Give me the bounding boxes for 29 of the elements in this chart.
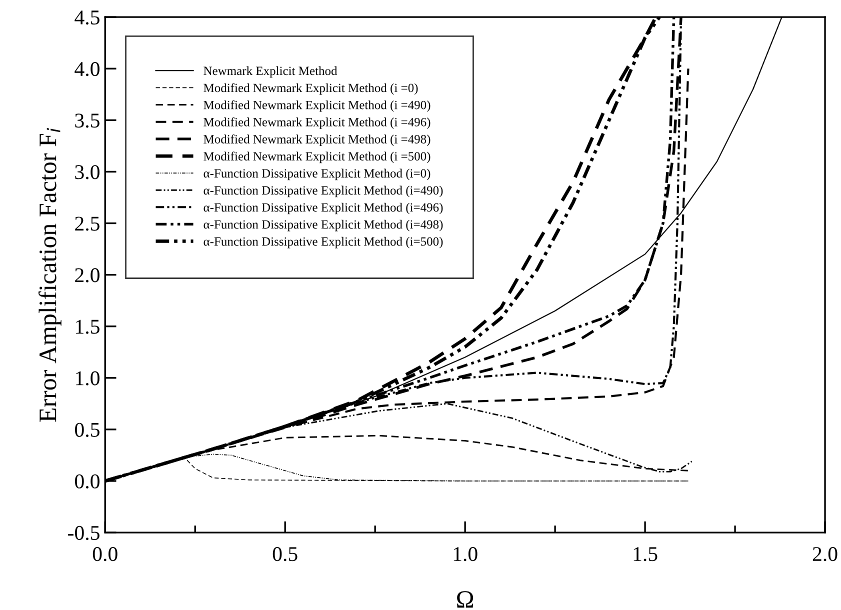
legend-label: α-Function Dissipative Explicit Method (i=490) — [204, 186, 443, 198]
x-tick-label: 0.0 — [92, 547, 118, 562]
legend-label: Modified Newmark Explicit Method (i =498) — [204, 134, 430, 146]
legend-label: α-Function Dissipative Explicit Method (i=0) — [204, 168, 430, 180]
legend-label: Modified Newmark Explicit Method (i =0) — [204, 83, 418, 95]
y-tick-label: 0.5 — [75, 422, 100, 437]
y-axis-title: Error Amplification Factor F$_{i}$ — [38, 128, 62, 422]
legend-label: α-Function Dissipative Explicit Method (i=500) — [204, 236, 443, 248]
x-tick-label: 1.5 — [634, 547, 658, 562]
legend-label: Modified Newmark Explicit Method (i =490) — [204, 100, 430, 112]
legend-label: Newmark Explicit Method — [204, 66, 338, 78]
x-axis-title: Ω — [457, 591, 474, 608]
y-tick-label: 4.0 — [74, 62, 100, 76]
legend-label: α-Function Dissipative Explicit Method (i=498) — [204, 220, 443, 232]
y-tick-label: -0.5 — [68, 526, 100, 540]
legend-label: Modified Newmark Explicit Method (i =496) — [204, 117, 430, 129]
x-tick-label: 1.0 — [454, 547, 478, 562]
x-tick-label: 0.5 — [272, 547, 298, 562]
y-tick-label: 2.5 — [75, 216, 100, 231]
y-tick-label: 2.0 — [75, 268, 100, 282]
x-tick-label: 2.0 — [812, 547, 838, 562]
legend-label: α-Function Dissipative Explicit Method (i=496) — [204, 202, 443, 214]
y-tick-label: 1.0 — [76, 371, 100, 386]
y-tick-label: 4.5 — [74, 10, 100, 25]
legend-label: Modified Newmark Explicit Method (i =500) — [204, 152, 430, 164]
y-tick-label: 3.5 — [75, 114, 100, 128]
y-tick-label: 0.0 — [75, 474, 100, 489]
y-tick-label: 3.0 — [75, 165, 100, 180]
y-tick-label: 1.5 — [76, 320, 100, 334]
